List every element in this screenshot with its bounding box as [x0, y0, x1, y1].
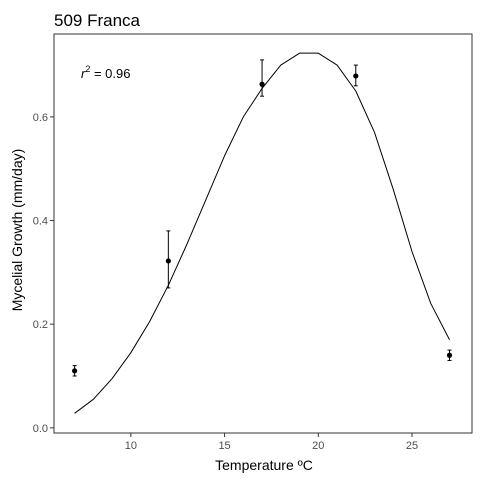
r-squared-superscript: 2 — [85, 64, 90, 74]
y-axis-label: Mycelial Growth (mm/day) — [9, 149, 25, 312]
axis-ticks: 10 15 20 25 0.0 0.2 0.4 0.6 — [33, 112, 418, 452]
data-point — [259, 81, 265, 87]
data-point — [446, 352, 453, 358]
plot-panel-border — [53, 33, 473, 434]
r-squared-value: = 0.96 — [90, 66, 130, 81]
y-tick-label: 0.2 — [33, 319, 48, 331]
x-tick-label: 20 — [312, 440, 324, 452]
data-point — [165, 258, 171, 264]
x-tick-label: 10 — [125, 440, 137, 452]
data-points-layer — [72, 73, 453, 374]
x-tick-label: 25 — [406, 440, 418, 452]
x-tick-label: 15 — [218, 440, 230, 452]
y-tick-label: 0.4 — [33, 216, 48, 228]
x-axis-label: Temperature ºC — [215, 457, 313, 473]
data-point — [72, 368, 78, 374]
r-squared-symbol: r — [81, 66, 86, 81]
r-squared-annotation: r2 = 0.96 — [81, 64, 130, 81]
y-tick-label: 0.0 — [33, 423, 48, 435]
data-point — [353, 73, 359, 79]
y-tick-label: 0.6 — [33, 112, 48, 124]
chart-title: 509 Franca — [54, 11, 141, 30]
